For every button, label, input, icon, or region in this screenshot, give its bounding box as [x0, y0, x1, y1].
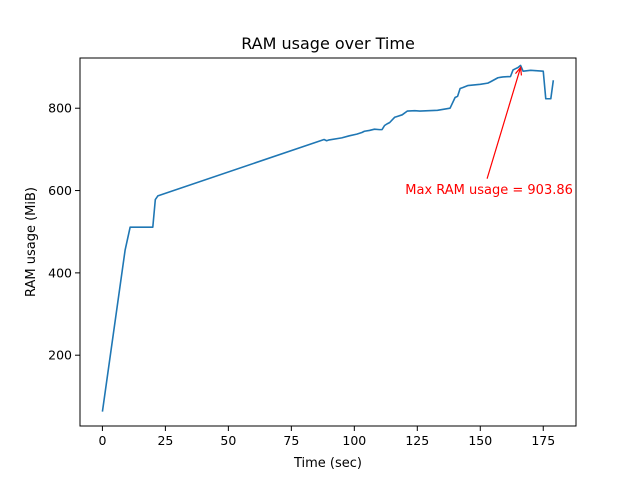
plot-frame	[79, 57, 577, 427]
x-tick-label: 50	[220, 433, 236, 448]
plot-area	[80, 58, 576, 426]
ram-usage-line	[101, 64, 555, 412]
annotation-arrow	[486, 67, 522, 179]
max-ram-annotation-label: Max RAM usage = 903.86	[405, 183, 573, 198]
x-tick-label: 100	[342, 433, 366, 448]
y-tick-label: 600	[48, 183, 72, 198]
chart-title: RAM usage over Time	[241, 34, 415, 53]
x-tick-label: 125	[405, 433, 429, 448]
max-annotation: Max RAM usage = 903.86	[405, 65, 573, 198]
x-axis: 0 25 50 75 100 125 150 175	[98, 426, 555, 448]
y-tick-label: 200	[48, 348, 72, 363]
x-axis-label: Time (sec)	[293, 456, 362, 471]
x-tick-label: 0	[98, 433, 106, 448]
y-tick-label: 800	[48, 101, 72, 116]
y-axis: 200 400 600 800	[48, 101, 80, 363]
x-tick-label: 75	[283, 433, 299, 448]
x-tick-label: 150	[468, 433, 492, 448]
y-axis-label: RAM usage (MiB)	[24, 187, 39, 297]
x-tick-label: 175	[531, 433, 555, 448]
x-tick-label: 25	[157, 433, 173, 448]
y-tick-label: 400	[48, 265, 72, 280]
annotation-arrow-head	[515, 65, 523, 76]
